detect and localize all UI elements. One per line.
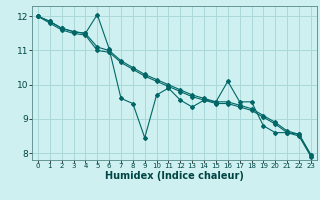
X-axis label: Humidex (Indice chaleur): Humidex (Indice chaleur) [105,171,244,181]
